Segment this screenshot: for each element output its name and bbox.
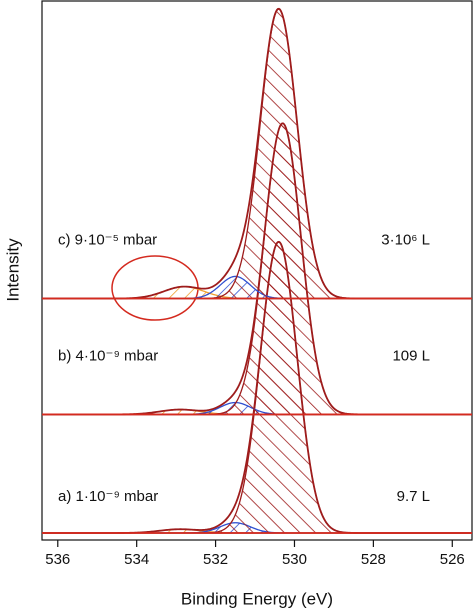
spectrum-label: c) 9·10⁻⁵ mbar xyxy=(58,231,157,248)
exposure-label: 3·10⁶ L xyxy=(381,231,430,248)
exposure-label: 109 L xyxy=(392,347,430,364)
y-axis-label: Intensity xyxy=(3,238,22,302)
x-tick-label: 532 xyxy=(203,551,228,568)
spectra xyxy=(42,7,472,534)
x-tick-label: 530 xyxy=(282,551,307,568)
x-tick-label: 534 xyxy=(124,551,149,568)
spectrum-label: a) 1·10⁻⁹ mbar xyxy=(58,488,158,505)
spectrum-label: b) 4·10⁻⁹ mbar xyxy=(58,347,158,364)
exposure-label: 9.7 L xyxy=(397,488,430,505)
x-tick-label: 526 xyxy=(440,551,465,568)
component-peak xyxy=(42,8,472,300)
x-tick-label: 536 xyxy=(45,551,70,568)
plot-frame xyxy=(41,0,473,541)
x-tick-label: 528 xyxy=(361,551,386,568)
x-axis-label: Binding Energy (eV) xyxy=(181,589,333,608)
